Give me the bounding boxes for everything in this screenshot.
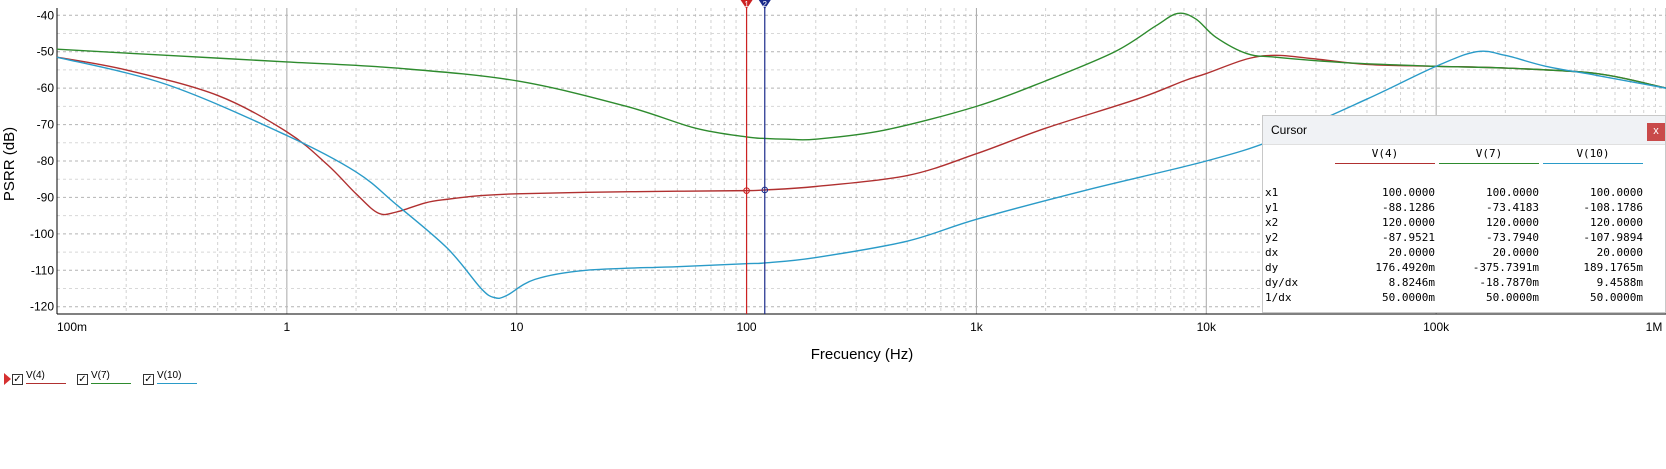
- y-tick-label: -70: [37, 118, 55, 132]
- y-tick-label: -110: [31, 263, 54, 277]
- cursor-column-color-line: [1543, 163, 1643, 164]
- cursor-cell: 9.4588m: [1596, 276, 1643, 289]
- cursor-handle-icon: [740, 0, 753, 9]
- cursor-cell: 20.0000: [1596, 246, 1643, 259]
- cursor-cell: -107.9894: [1583, 231, 1643, 244]
- cursor-cell: 120.0000: [1590, 216, 1643, 229]
- cursor-cell: 100.0000: [1382, 186, 1435, 199]
- x-tick-label: 100m: [57, 320, 87, 334]
- series-line-v4: [56, 54, 1666, 216]
- cursor-row-label: y2: [1265, 231, 1279, 244]
- x-tick-label: 100k: [1423, 320, 1450, 334]
- cursor-cell: -87.9521: [1382, 231, 1435, 244]
- cursor-cell: -18.7870m: [1479, 276, 1539, 289]
- cursor-cell: 50.0000m: [1486, 291, 1539, 304]
- y-tick-label: -60: [37, 81, 55, 95]
- series-line-v10: [56, 50, 1666, 300]
- cursor-cell: 20.0000: [1492, 246, 1539, 259]
- cursor-column-header: V(7): [1475, 147, 1503, 160]
- cursor-row-label: x1: [1265, 186, 1279, 199]
- cursor-cell: 176.4920m: [1375, 261, 1435, 274]
- cursor-cell: 120.0000: [1382, 216, 1435, 229]
- legend-label: V(7): [91, 370, 110, 381]
- series-line-v7: [56, 12, 1666, 141]
- cursor-row-label: dy: [1265, 261, 1279, 274]
- cursor-panel-titlebar[interactable]: Cursor x: [1263, 116, 1665, 145]
- cursor-column-color-line: [1335, 163, 1435, 164]
- x-tick-label: 1k: [970, 320, 984, 334]
- cursor-cell: 120.0000: [1486, 216, 1539, 229]
- cursor-panel[interactable]: Cursor x V(4) V(7) V(10) x1 100.0000 100.0000…: [1262, 115, 1666, 313]
- cursor-marker: [743, 187, 750, 194]
- legend-item[interactable]: ✓ V(7): [77, 370, 137, 388]
- cursor-row-label: x2: [1265, 216, 1279, 229]
- cursor-cell: -375.7391m: [1472, 261, 1539, 274]
- cursor-column-header: V(10): [1576, 147, 1610, 160]
- cursor-column-color-line: [1439, 163, 1539, 164]
- legend-line: [157, 383, 197, 384]
- cursor-cell: 189.1765m: [1583, 261, 1643, 274]
- chart-axes: 100m 1 10 100 1k 10k 100k 1M -40 -50 -60 -70 -80 -90 -…: [30, 8, 1666, 334]
- cursor-row-label: 1/dx: [1265, 291, 1292, 304]
- cursor-row-label: y1: [1265, 201, 1279, 214]
- y-tick-label: -80: [37, 154, 55, 168]
- cursor-cell: -73.7940: [1486, 231, 1539, 244]
- cursor-label-1: 1: [744, 0, 749, 9]
- y-tick-label: -120: [30, 300, 54, 314]
- cursor-cell: 100.0000: [1486, 186, 1539, 199]
- y-axis-title: PSRR (dB): [1, 127, 18, 201]
- y-tick-label: -40: [37, 8, 55, 22]
- legend-label: V(10): [157, 370, 182, 381]
- cursor-cell: -88.1286: [1382, 201, 1435, 214]
- x-tick-label: 1M: [1646, 320, 1663, 334]
- cursor-cell: 100.0000: [1590, 186, 1643, 199]
- y-tick-label: -50: [37, 45, 55, 59]
- cursor-label-2: 2: [763, 0, 768, 9]
- legend-checkbox[interactable]: ✓: [12, 374, 23, 385]
- x-tick-label: 10: [510, 320, 524, 334]
- cursor-row-label: dy/dx: [1265, 276, 1299, 289]
- chart-series: [56, 12, 1666, 300]
- legend-label: V(4): [26, 370, 45, 381]
- cursor-cell: -108.1786: [1583, 201, 1643, 214]
- cursor-cell: -73.4183: [1486, 201, 1539, 214]
- close-icon[interactable]: x: [1647, 123, 1665, 141]
- legend-line: [91, 383, 131, 384]
- legend-item[interactable]: ✓ V(10): [143, 370, 203, 388]
- x-tick-label: 100: [737, 320, 757, 334]
- cursor-cell: 50.0000m: [1590, 291, 1643, 304]
- legend-line: [26, 383, 66, 384]
- x-axis-title: Frecuency (Hz): [811, 346, 914, 363]
- cursor-row-label: dx: [1265, 246, 1279, 259]
- x-tick-label: 10k: [1197, 320, 1217, 334]
- cursor-cell: 20.0000: [1388, 246, 1435, 259]
- cursor-column-header: V(4): [1371, 147, 1399, 160]
- cursor-cell: 8.8246m: [1388, 276, 1435, 289]
- cursor-panel-title: Cursor: [1271, 123, 1308, 137]
- legend-item[interactable]: ✓ V(4): [12, 370, 72, 388]
- selected-series-marker-icon: [4, 373, 11, 385]
- legend-checkbox[interactable]: ✓: [143, 374, 154, 385]
- y-tick-label: -90: [37, 190, 55, 204]
- cursor-marker: [761, 186, 769, 194]
- cursor-cell: 50.0000m: [1382, 291, 1435, 304]
- legend-checkbox[interactable]: ✓: [77, 374, 88, 385]
- cursor-handle-icon: [758, 0, 771, 9]
- x-tick-label: 1: [284, 320, 291, 334]
- y-tick-label: -100: [30, 227, 54, 241]
